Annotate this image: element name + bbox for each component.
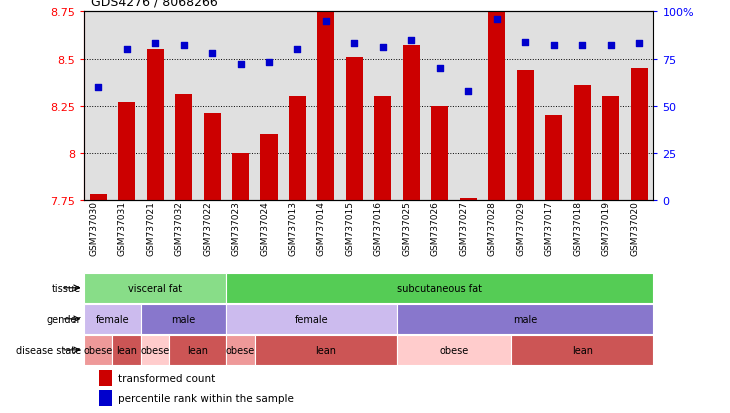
Bar — [232, 153, 249, 200]
Text: female: female — [295, 314, 328, 324]
Text: GSM737016: GSM737016 — [374, 200, 383, 255]
Text: GSM737021: GSM737021 — [146, 200, 155, 255]
Point — [92, 84, 104, 91]
Bar — [289, 97, 306, 200]
Text: lean: lean — [315, 345, 337, 355]
Point — [548, 43, 559, 50]
Bar — [141, 304, 226, 334]
Text: transformed count: transformed count — [118, 373, 215, 383]
Text: GSM737031: GSM737031 — [118, 200, 127, 255]
Bar — [226, 304, 397, 334]
Text: GSM737029: GSM737029 — [516, 200, 525, 255]
Text: obese: obese — [140, 345, 170, 355]
Text: obese: obese — [83, 345, 113, 355]
Bar — [574, 85, 591, 200]
Bar — [511, 335, 653, 365]
Point — [406, 37, 418, 44]
Bar — [84, 335, 112, 365]
Point — [121, 47, 133, 53]
Text: GSM737014: GSM737014 — [317, 200, 326, 255]
Text: GSM737024: GSM737024 — [260, 200, 269, 255]
Bar — [397, 304, 653, 334]
Point — [206, 50, 218, 57]
Text: GSM737020: GSM737020 — [630, 200, 639, 255]
Point — [178, 43, 190, 50]
Text: GSM737015: GSM737015 — [345, 200, 355, 255]
Point — [491, 17, 502, 23]
Point — [377, 45, 388, 51]
Text: GSM737026: GSM737026 — [431, 200, 439, 255]
Text: GSM737019: GSM737019 — [602, 200, 610, 255]
Text: tissue: tissue — [52, 283, 81, 293]
Point — [349, 41, 361, 47]
Text: obese: obese — [439, 345, 469, 355]
Bar — [261, 135, 277, 200]
Text: lean: lean — [572, 345, 593, 355]
Point — [519, 39, 531, 46]
Text: GSM737022: GSM737022 — [203, 200, 212, 255]
Text: male: male — [172, 314, 196, 324]
Bar — [255, 335, 397, 365]
Point — [149, 41, 161, 47]
Text: GDS4276 / 8068266: GDS4276 / 8068266 — [91, 0, 218, 8]
Bar — [90, 195, 107, 200]
Bar — [147, 50, 164, 200]
Point — [320, 19, 331, 25]
Bar — [99, 370, 112, 386]
Bar — [169, 335, 226, 365]
Text: GSM737018: GSM737018 — [573, 200, 583, 255]
Text: GSM737013: GSM737013 — [288, 200, 298, 255]
Bar — [431, 106, 448, 200]
Text: GSM737032: GSM737032 — [174, 200, 184, 255]
Text: GSM737025: GSM737025 — [402, 200, 412, 255]
Text: visceral fat: visceral fat — [128, 283, 182, 293]
Text: gender: gender — [47, 314, 81, 324]
Bar — [602, 97, 619, 200]
Bar — [84, 304, 141, 334]
Text: female: female — [96, 314, 129, 324]
Text: disease state: disease state — [16, 345, 81, 355]
Bar — [545, 116, 562, 200]
Bar — [226, 335, 255, 365]
Text: obese: obese — [226, 345, 255, 355]
Point — [604, 43, 616, 50]
Text: subcutaneous fat: subcutaneous fat — [397, 283, 483, 293]
Bar — [517, 71, 534, 200]
Point — [235, 62, 247, 68]
Point — [263, 60, 274, 66]
Bar — [374, 97, 391, 200]
Bar — [397, 335, 511, 365]
Bar — [403, 46, 420, 200]
Point — [634, 41, 645, 47]
Bar — [346, 57, 363, 200]
Text: GSM737028: GSM737028 — [488, 200, 496, 255]
Text: GSM737017: GSM737017 — [545, 200, 553, 255]
Text: GSM737023: GSM737023 — [231, 200, 241, 255]
Bar — [204, 114, 220, 200]
Bar — [226, 273, 653, 303]
Bar — [84, 273, 226, 303]
Bar — [99, 390, 112, 406]
Bar — [112, 335, 141, 365]
Point — [577, 43, 588, 50]
Bar — [488, 0, 505, 200]
Point — [292, 47, 304, 53]
Text: GSM737030: GSM737030 — [89, 200, 98, 255]
Bar — [318, 0, 334, 200]
Bar — [175, 95, 192, 200]
Text: lean: lean — [116, 345, 137, 355]
Point — [463, 88, 474, 95]
Text: GSM737027: GSM737027 — [459, 200, 469, 255]
Text: male: male — [513, 314, 537, 324]
Point — [434, 65, 445, 72]
Bar — [118, 102, 135, 200]
Bar — [631, 69, 648, 200]
Bar — [141, 335, 169, 365]
Text: percentile rank within the sample: percentile rank within the sample — [118, 393, 293, 403]
Bar — [460, 198, 477, 200]
Text: lean: lean — [188, 345, 208, 355]
